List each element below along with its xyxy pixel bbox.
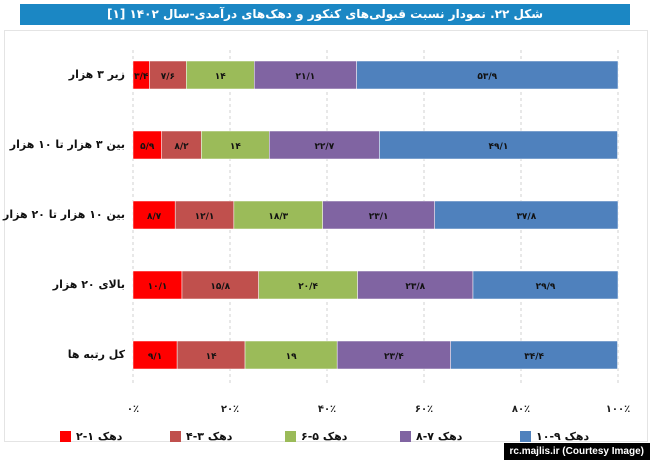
legend-label: دهک ۱-۲ — [76, 429, 123, 443]
bar-segment — [254, 60, 357, 90]
bar-segment — [356, 60, 619, 90]
legend-item: دهک ۹-۱۰ — [520, 429, 589, 443]
data-label: ۲۳/۴ — [384, 352, 404, 362]
chart-title: شکل ۲۲. نمودار نسبت قبولی‌های کنکور و ده… — [20, 4, 630, 25]
bar-segment — [322, 200, 435, 230]
bar-segment — [132, 270, 183, 300]
legend-swatch — [400, 430, 411, 442]
bar-segment — [181, 270, 259, 300]
bar-segment — [149, 60, 187, 90]
data-label: ۱۴ — [215, 72, 226, 82]
legend-label: دهک ۷-۸ — [416, 429, 463, 443]
legend-swatch — [285, 430, 296, 442]
x-tick-label: ۶۰٪ — [415, 404, 433, 415]
x-tick-label: ۰٪ — [127, 404, 139, 415]
data-label: ۲۱/۱ — [296, 72, 316, 82]
data-label: ۷/۶ — [161, 72, 175, 82]
bar-segment — [258, 270, 358, 300]
data-label: ۱۹ — [286, 352, 297, 362]
data-label: ۳۴/۴ — [524, 352, 544, 362]
bar-segment — [357, 270, 474, 300]
x-tick-label: ۸۰٪ — [512, 404, 530, 415]
bar-segment — [472, 270, 619, 300]
data-label: ۲۳/۱ — [369, 212, 389, 222]
legend-swatch — [170, 430, 181, 442]
legend-swatch — [60, 430, 71, 442]
legend-label: دهک ۵-۶ — [301, 429, 348, 443]
category-label: بین ۳ هزار تا ۱۰ هزار — [9, 138, 125, 151]
legend-item: دهک ۷-۸ — [400, 429, 462, 443]
image-credit: rc.majlis.ir (Courtesy Image) — [503, 443, 650, 460]
bar-segment — [379, 130, 618, 160]
data-label: ۱۴ — [206, 352, 217, 362]
bar-segment — [233, 200, 323, 230]
data-label: ۱۰/۱ — [148, 282, 168, 292]
chart-frame — [4, 30, 648, 442]
data-label: ۱۲/۱ — [195, 212, 215, 222]
bar-segment — [434, 200, 619, 230]
data-label: ۱۵/۸ — [210, 282, 230, 292]
data-label: ۳۷/۸ — [516, 212, 536, 222]
x-tick-label: ۱۰۰٪ — [606, 404, 630, 415]
x-tick-label: ۲۰٪ — [221, 404, 239, 415]
data-label: ۲۹/۹ — [536, 282, 556, 292]
legend-label: دهک ۹-۱۰ — [536, 429, 590, 443]
data-label: ۱۸/۳ — [268, 212, 288, 222]
category-label: بین ۱۰ هزار تا ۲۰ هزار — [3, 208, 125, 221]
bar-segment — [336, 340, 451, 370]
data-label: ۸/۲ — [174, 142, 189, 152]
bar-segment — [269, 130, 380, 160]
bar-segment — [132, 340, 178, 370]
legend-swatch — [520, 430, 531, 442]
data-label: ۲۲/۷ — [314, 142, 334, 152]
legend-item: دهک ۳-۴ — [170, 429, 232, 443]
legend-item: دهک ۵-۶ — [285, 429, 347, 443]
data-label: ۵/۹ — [140, 142, 155, 152]
data-label: ۴۹/۱ — [489, 142, 509, 152]
legend-label: دهک ۳-۴ — [186, 429, 233, 443]
data-label: ۲۳/۸ — [405, 282, 425, 292]
legend-item: دهک ۱-۲ — [60, 429, 122, 443]
bar-segment — [132, 200, 176, 230]
category-label: بالای ۲۰ هزار — [52, 278, 125, 291]
category-label: زیر ۳ هزار — [68, 68, 125, 81]
data-label: ۵۳/۹ — [477, 72, 497, 82]
x-tick-label: ۴۰٪ — [318, 404, 336, 415]
data-label: ۹/۱ — [148, 352, 162, 362]
data-label: ۳/۴ — [134, 72, 149, 82]
bar-segment — [450, 340, 618, 370]
category-label: کل رتبه ها — [67, 348, 125, 361]
data-label: ۱۴ — [230, 142, 241, 152]
data-label: ۸/۷ — [147, 212, 162, 222]
bar-segment — [186, 60, 255, 90]
bar-segment — [132, 130, 162, 160]
data-label: ۲۰/۴ — [298, 282, 318, 292]
bar-segment — [176, 340, 246, 370]
